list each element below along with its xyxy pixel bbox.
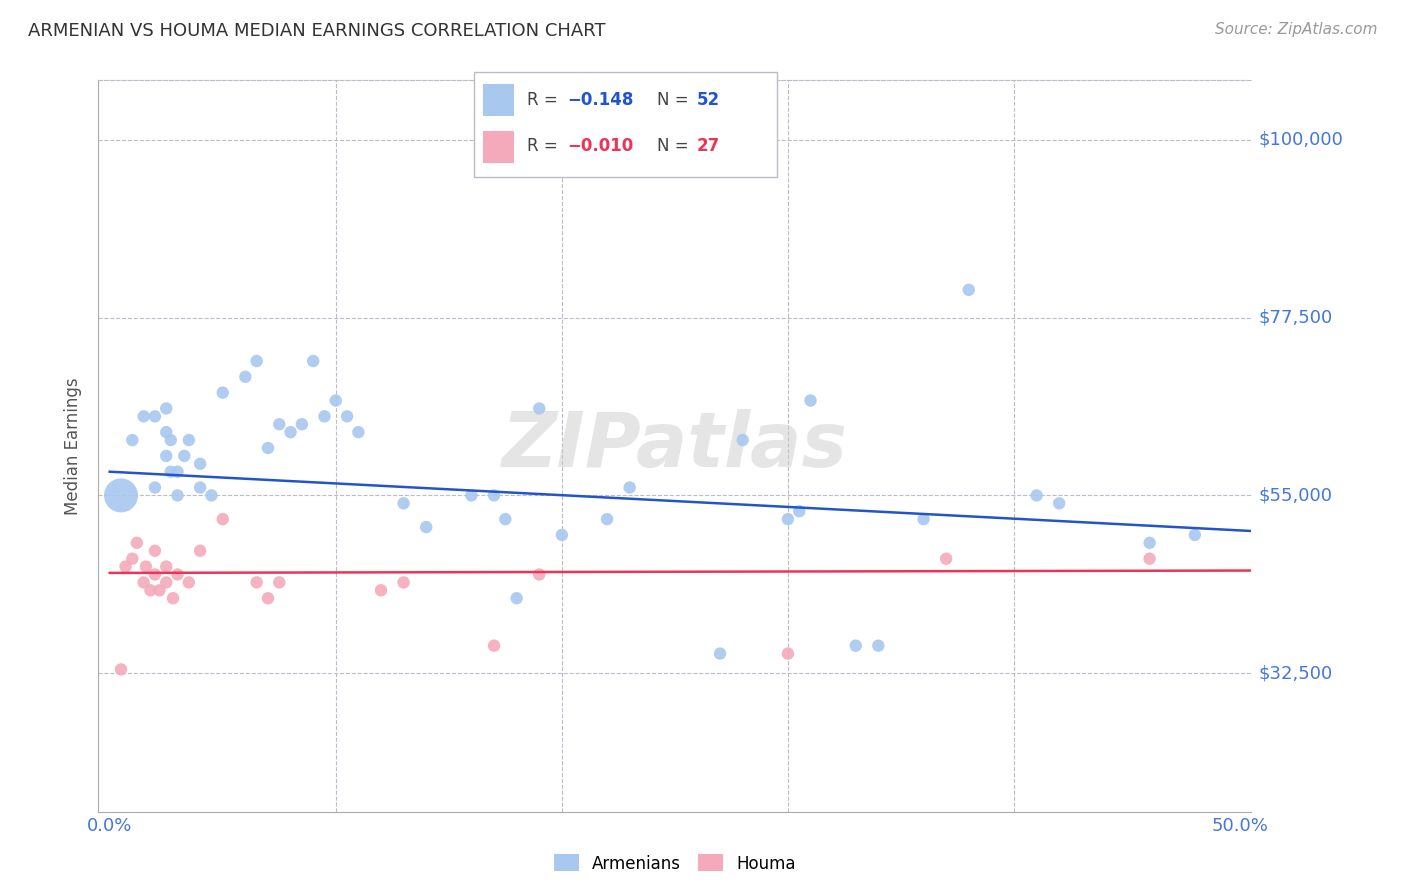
- Point: [460, 488, 482, 502]
- Point: [143, 543, 166, 558]
- Point: [482, 639, 505, 653]
- Point: [159, 465, 181, 479]
- Point: [731, 433, 754, 447]
- Text: −0.010: −0.010: [567, 137, 633, 155]
- Point: [159, 433, 181, 447]
- Text: 52: 52: [697, 91, 720, 109]
- Point: [173, 449, 195, 463]
- Point: [114, 559, 136, 574]
- Point: [143, 481, 166, 495]
- Point: [912, 512, 935, 526]
- Point: [257, 591, 280, 606]
- Point: [551, 528, 574, 542]
- Point: [188, 481, 211, 495]
- Point: [132, 409, 155, 424]
- Text: 27: 27: [697, 137, 720, 155]
- Point: [336, 409, 359, 424]
- Point: [155, 401, 177, 416]
- Point: [246, 354, 269, 368]
- Point: [787, 504, 810, 518]
- Text: R =: R =: [527, 91, 562, 109]
- Point: [125, 536, 148, 550]
- Point: [776, 647, 799, 661]
- Point: [1139, 551, 1161, 566]
- Point: [1025, 488, 1047, 502]
- Text: $77,500: $77,500: [1258, 309, 1333, 326]
- Point: [148, 583, 170, 598]
- Point: [177, 433, 200, 447]
- Text: −0.148: −0.148: [567, 91, 633, 109]
- Point: [155, 449, 177, 463]
- Point: [1047, 496, 1070, 510]
- FancyBboxPatch shape: [484, 84, 515, 116]
- Point: [110, 662, 132, 676]
- Point: [799, 393, 821, 408]
- Text: R =: R =: [527, 137, 562, 155]
- Y-axis label: Median Earnings: Median Earnings: [65, 377, 83, 515]
- Point: [200, 488, 222, 502]
- Point: [325, 393, 347, 408]
- Point: [188, 543, 211, 558]
- Text: $55,000: $55,000: [1258, 486, 1333, 504]
- Point: [162, 591, 184, 606]
- Text: Source: ZipAtlas.com: Source: ZipAtlas.com: [1215, 22, 1378, 37]
- Point: [166, 465, 188, 479]
- Point: [529, 401, 551, 416]
- Point: [155, 575, 177, 590]
- Point: [291, 417, 314, 432]
- Point: [776, 512, 799, 526]
- FancyBboxPatch shape: [484, 131, 515, 163]
- Point: [1184, 528, 1206, 542]
- Point: [121, 551, 143, 566]
- Point: [235, 369, 257, 384]
- FancyBboxPatch shape: [474, 72, 778, 178]
- Point: [135, 559, 157, 574]
- Point: [155, 559, 177, 574]
- Point: [139, 583, 162, 598]
- Point: [505, 591, 527, 606]
- Point: [110, 488, 132, 502]
- Point: [494, 512, 516, 526]
- Point: [1139, 536, 1161, 550]
- Point: [246, 575, 269, 590]
- Point: [619, 481, 641, 495]
- Point: [302, 354, 325, 368]
- Point: [166, 567, 188, 582]
- Point: [166, 488, 188, 502]
- Point: [269, 575, 291, 590]
- Point: [188, 457, 211, 471]
- Point: [935, 551, 957, 566]
- Point: [269, 417, 291, 432]
- Text: ZIPatlas: ZIPatlas: [502, 409, 848, 483]
- Text: $32,500: $32,500: [1258, 665, 1333, 682]
- Legend: Armenians, Houma: Armenians, Houma: [547, 847, 803, 880]
- Point: [121, 433, 143, 447]
- Point: [143, 567, 166, 582]
- Point: [211, 385, 233, 400]
- Point: [392, 496, 415, 510]
- Point: [415, 520, 437, 534]
- Point: [155, 425, 177, 439]
- Point: [177, 575, 200, 590]
- Point: [845, 639, 868, 653]
- Point: [392, 575, 415, 590]
- Text: N =: N =: [657, 91, 693, 109]
- Point: [709, 647, 731, 661]
- Point: [280, 425, 302, 439]
- Point: [132, 575, 155, 590]
- Point: [482, 488, 505, 502]
- Point: [347, 425, 370, 439]
- Point: [957, 283, 980, 297]
- Point: [529, 567, 551, 582]
- Point: [211, 512, 233, 526]
- Point: [868, 639, 890, 653]
- Point: [257, 441, 280, 455]
- Point: [596, 512, 619, 526]
- Point: [370, 583, 392, 598]
- Text: N =: N =: [657, 137, 693, 155]
- Point: [314, 409, 336, 424]
- Text: ARMENIAN VS HOUMA MEDIAN EARNINGS CORRELATION CHART: ARMENIAN VS HOUMA MEDIAN EARNINGS CORREL…: [28, 22, 606, 40]
- Text: $100,000: $100,000: [1258, 130, 1343, 149]
- Point: [143, 409, 166, 424]
